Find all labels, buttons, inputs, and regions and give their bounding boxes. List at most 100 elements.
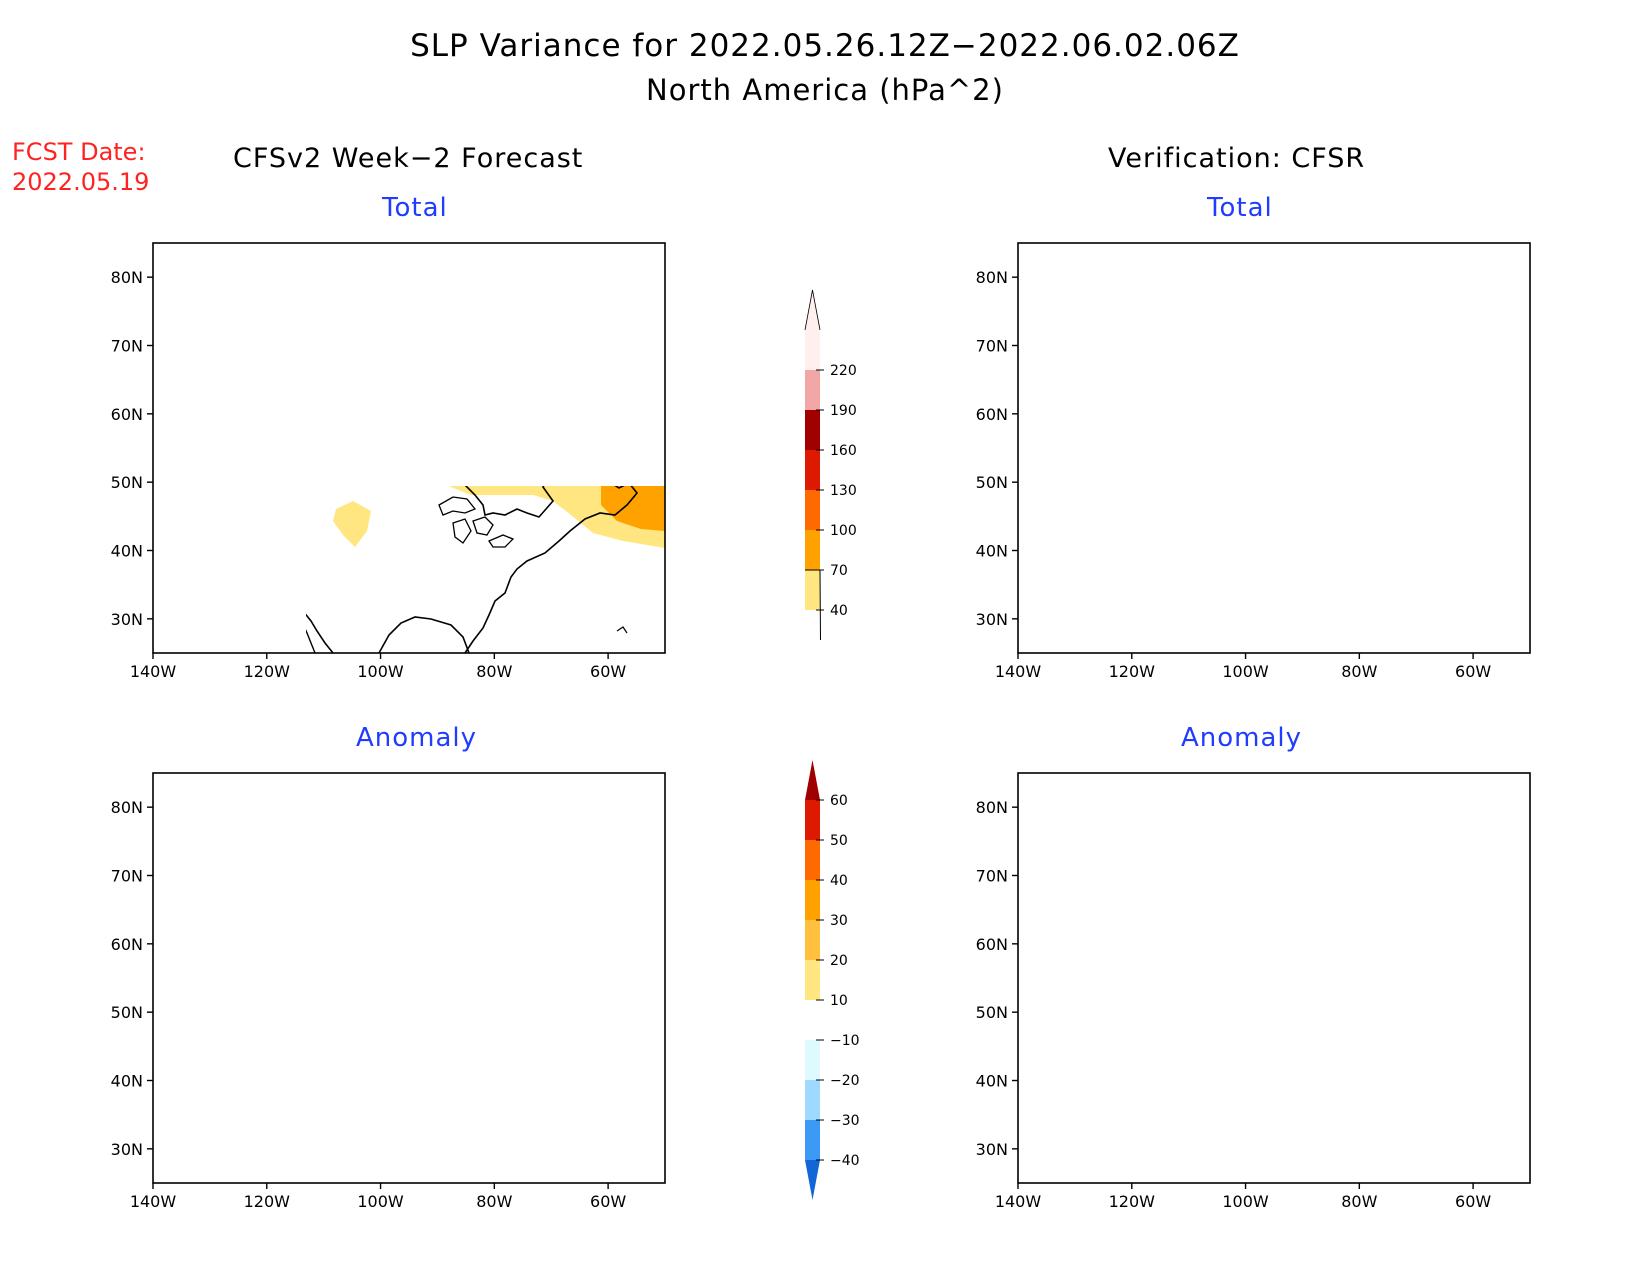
fa-yellow-east	[533, 979, 665, 1073]
cbar-anom-segment	[805, 880, 820, 920]
vt-orange-east	[1514, 465, 1528, 483]
va-darkblue-east	[1488, 939, 1530, 965]
ft-yellow-central	[333, 501, 371, 547]
vt-axes: 80N 70N 60N 50N 40N 30N 140W 120W 100W 80W 60W	[976, 268, 1492, 681]
cbar-anom-segment	[805, 1000, 820, 1040]
lon-label: 100W	[357, 1192, 404, 1211]
va-darkred-arctic	[1366, 833, 1416, 861]
cbar-total-segment	[805, 530, 820, 570]
va-darkorange-hudson	[1352, 929, 1372, 943]
forecast-anomaly-map: 80N 70N 60N 50N 40N 30N 140W 120W 100W 80W 60W	[111, 772, 666, 1211]
lon-label: 140W	[130, 662, 177, 681]
lon-label: 140W	[130, 1192, 177, 1211]
lon-label: 120W	[244, 662, 291, 681]
vt-orange-north	[1320, 269, 1448, 361]
va-white-patch	[1078, 1103, 1218, 1183]
total-colorbar: 220 190 160 130 100 70 40	[804, 289, 857, 641]
forecast-anomaly-label: Anomaly	[356, 723, 478, 753]
cbar-anom-label: −40	[830, 1153, 860, 1169]
va-blue-spot	[1168, 831, 1192, 845]
cbar-total-segment	[805, 370, 820, 410]
cbar-anom-label: −20	[830, 1073, 860, 1089]
lon-label: 100W	[357, 662, 404, 681]
figure-subtitle: North America (hPa^2)	[646, 73, 1004, 107]
cbar-anom-label: 60	[830, 793, 848, 809]
va-lightblue-small2	[1244, 989, 1266, 1009]
ft-axes: 80N 70N 60N 50N 40N 30N 140W 120W 100W 80W 60W	[111, 268, 627, 681]
verification-total-map: 80N 70N 60N 50N 40N 30N 140W 120W 100W 80W 60W	[976, 242, 1531, 681]
vt-orange-plains	[1186, 465, 1264, 555]
fa-lightblue-central	[233, 873, 379, 951]
va-axes: 80N 70N 60N 50N 40N 30N 140W 120W 100W 80W 60W	[976, 798, 1492, 1211]
lon-label: 140W	[995, 662, 1042, 681]
lon-label: 80W	[1341, 662, 1377, 681]
forecast-total-map: 80N 70N 60N 50N 40N 30N 140W 120W 100W 80W 60W	[111, 242, 666, 681]
va-lightorange-plains	[1188, 1005, 1280, 1127]
va-orange-plains	[1204, 1013, 1268, 1113]
cbar-anom-segment	[805, 1120, 820, 1160]
lat-label: 60N	[111, 935, 143, 954]
frame	[152, 242, 666, 654]
lat-label: 50N	[976, 473, 1008, 492]
lat-label: 50N	[111, 473, 143, 492]
va-lightorange-greenland	[1474, 789, 1530, 833]
va-blue-east	[1442, 909, 1530, 971]
cbar-anom-label: 10	[830, 993, 848, 1009]
va-red-arctic	[1354, 827, 1424, 867]
va-white-central	[1018, 857, 1288, 1001]
lat-label: 70N	[976, 867, 1008, 886]
va-lightorange-east2	[1508, 1005, 1530, 1025]
cbar-anom-label: 40	[830, 873, 848, 889]
cbar-anom-segment	[805, 1040, 820, 1080]
lat-label: 70N	[111, 867, 143, 886]
verification-anomaly-map: 80N 70N 60N 50N 40N 30N 140W 120W 100W 80W 60W	[976, 772, 1531, 1211]
va-red-plains	[1218, 1019, 1260, 1099]
fa-lightorange-east	[573, 991, 665, 1067]
va-lightorange-nw	[1018, 823, 1056, 863]
cbar-anom-label: −10	[830, 1033, 860, 1049]
fa-yellow-lake	[471, 963, 507, 1009]
cbar-anom-segment	[805, 800, 820, 840]
vt-orange-ne	[1508, 273, 1530, 303]
vt-white-gap	[1018, 255, 1262, 333]
va-orange-hudson	[1348, 925, 1398, 961]
fa-darkorange-east	[633, 1017, 665, 1051]
lat-label: 80N	[976, 268, 1008, 287]
va-orange-arctic	[1318, 807, 1458, 895]
fa-yellow-west	[153, 977, 203, 1037]
lon-label: 80W	[476, 1192, 512, 1211]
lat-label: 30N	[976, 610, 1008, 629]
anomaly-colorbar: 60 50 40 30 20 10 −10 −20 −30 −40	[805, 760, 860, 1200]
cbar-anom-label: 30	[830, 913, 848, 929]
lat-label: 40N	[111, 542, 143, 561]
fa-orange-east	[599, 1001, 665, 1057]
lat-label: 60N	[976, 935, 1008, 954]
cbar-anom-segment	[805, 960, 820, 1000]
lat-label: 60N	[111, 405, 143, 424]
forecast-total-label: Total	[382, 193, 448, 223]
va-darkorange-arctic	[1336, 819, 1438, 875]
va-lightblue-mid	[1138, 909, 1364, 1053]
lon-label: 120W	[1109, 662, 1156, 681]
va-orange-greenland	[1496, 797, 1530, 825]
lon-label: 100W	[1222, 662, 1269, 681]
lon-label: 60W	[1455, 1192, 1491, 1211]
fa-yellow-hudson	[483, 923, 557, 961]
lat-label: 30N	[976, 1140, 1008, 1159]
cbar-total-top-arrow	[804, 289, 821, 331]
vt-yellow-north	[1018, 243, 1530, 591]
cbar-total-segment	[805, 410, 820, 450]
left-column-title: CFSv2 Week−2 Forecast	[233, 143, 584, 174]
cbar-anom-segment	[805, 840, 820, 880]
va-lightorange-arctic	[1286, 793, 1530, 915]
frame	[1017, 772, 1531, 1184]
ft-yellow-east	[449, 486, 665, 548]
lon-label: 60W	[590, 1192, 626, 1211]
fa-lightblue-greenland	[573, 809, 665, 943]
lon-label: 60W	[590, 662, 626, 681]
verification-anomaly-label: Anomaly	[1181, 723, 1303, 753]
cbar-total-segment	[805, 490, 820, 530]
va-darkblue-lakes	[1314, 993, 1356, 1029]
verification-total-label: Total	[1207, 193, 1273, 223]
